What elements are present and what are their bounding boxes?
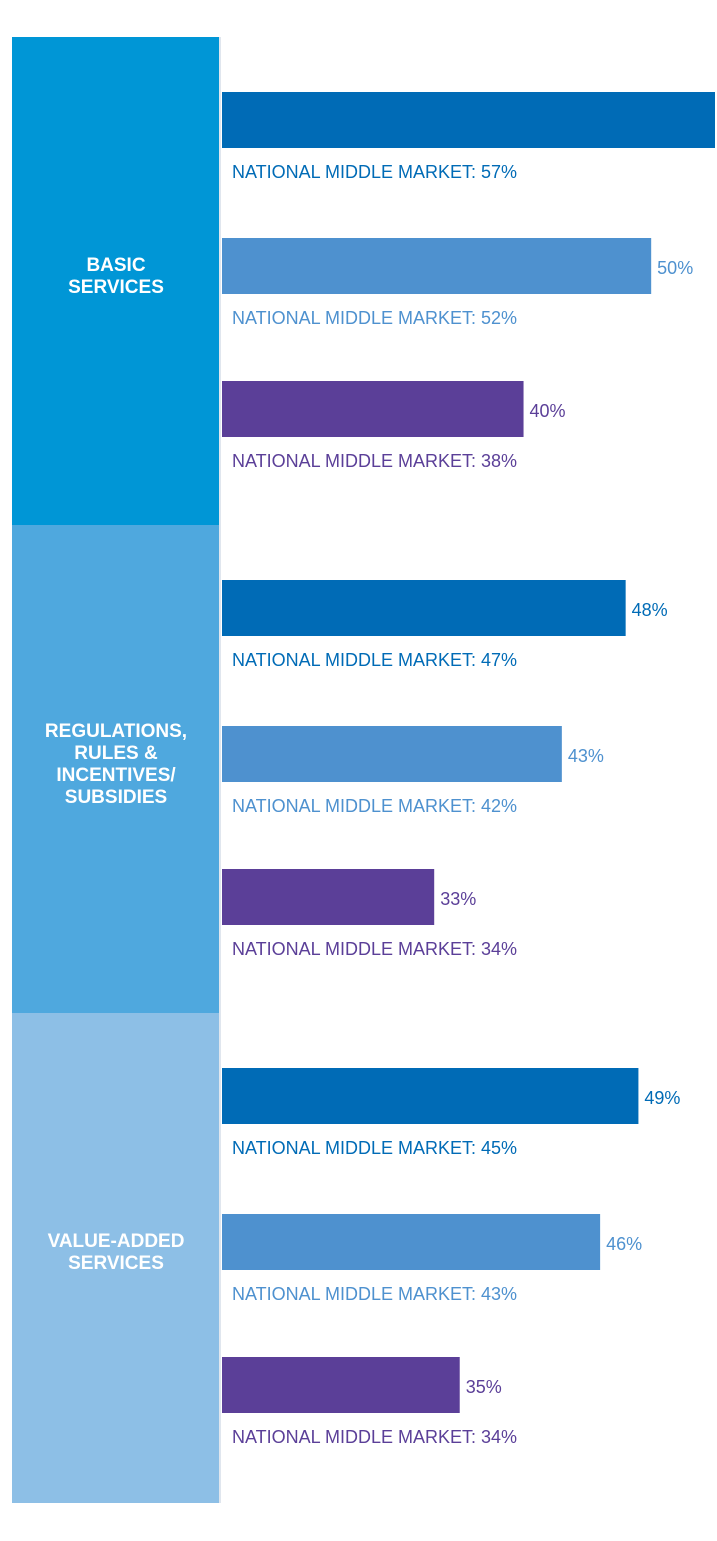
national-label: NATIONAL MIDDLE MARKET: 57% <box>232 162 517 182</box>
bar <box>222 381 524 437</box>
bar <box>222 238 652 294</box>
value-label: 35% <box>466 1377 502 1397</box>
bar <box>222 580 626 636</box>
national-label: NATIONAL MIDDLE MARKET: 47% <box>232 650 517 670</box>
value-label: 48% <box>632 600 668 620</box>
national-label: NATIONAL MIDDLE MARKET: 52% <box>232 308 517 328</box>
category-label: RULES & <box>74 743 158 764</box>
category-label: REGULATIONS, <box>45 721 187 742</box>
bar <box>222 726 562 782</box>
bar <box>222 869 435 925</box>
national-label: NATIONAL MIDDLE MARKET: 45% <box>232 1138 517 1158</box>
national-label: NATIONAL MIDDLE MARKET: 38% <box>232 451 517 471</box>
category-label: BASIC <box>86 255 145 276</box>
national-label: NATIONAL MIDDLE MARKET: 34% <box>232 1427 517 1447</box>
category-label: SUBSIDIES <box>65 787 167 808</box>
category-label: INCENTIVES/ <box>56 765 176 786</box>
category-band <box>12 1013 219 1503</box>
category-band <box>12 525 219 1013</box>
category-label: SERVICES <box>68 277 164 298</box>
category-label: VALUE-ADDED <box>48 1231 185 1252</box>
value-label: 43% <box>568 746 604 766</box>
value-label: 46% <box>606 1234 642 1254</box>
value-label: 33% <box>440 889 476 909</box>
bar <box>222 1214 601 1270</box>
value-label: 49% <box>644 1088 680 1108</box>
national-label: NATIONAL MIDDLE MARKET: 42% <box>232 796 517 816</box>
national-label: NATIONAL MIDDLE MARKET: 34% <box>232 939 517 959</box>
national-label: NATIONAL MIDDLE MARKET: 43% <box>232 1284 517 1304</box>
category-band <box>12 37 219 525</box>
value-label: 50% <box>657 258 693 278</box>
bar <box>222 92 715 148</box>
category-label: SERVICES <box>68 1253 164 1274</box>
bar <box>222 1068 639 1124</box>
bar <box>222 1357 460 1413</box>
value-label: 40% <box>530 401 566 421</box>
